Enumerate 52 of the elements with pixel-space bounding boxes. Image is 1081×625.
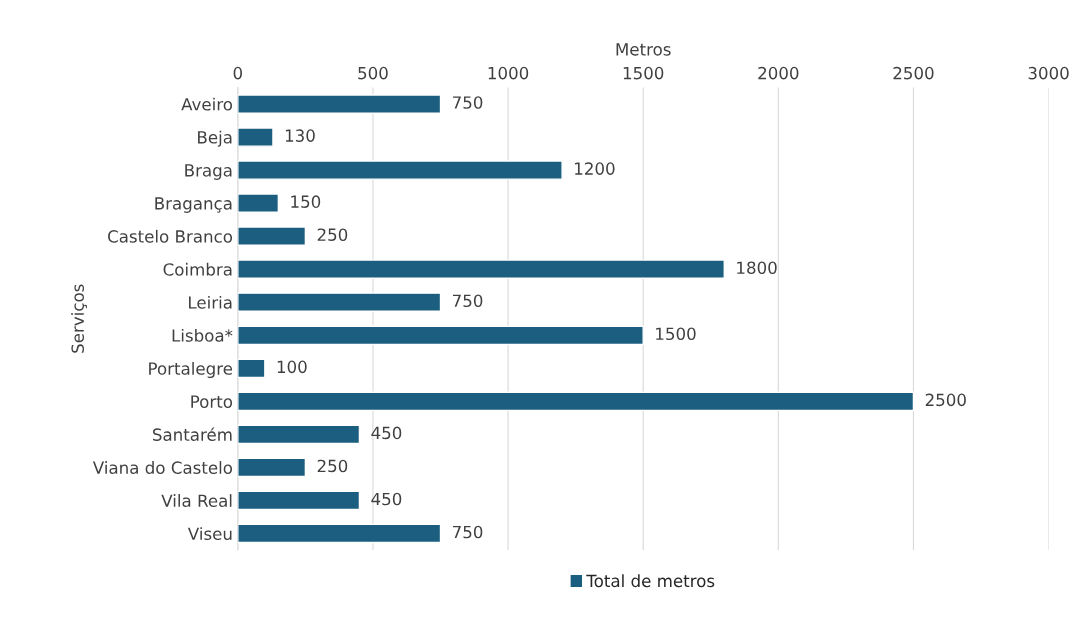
y-tick-label: Portalegre [149,361,233,379]
x-tick-label: 2500 [893,66,934,80]
bar [237,424,361,445]
x-tick-label: 1500 [623,66,664,80]
x-axis-title: Metros [616,43,671,56]
y-tick-label: Vila Real [161,494,232,508]
data-label: 250 [317,459,348,473]
bar [237,358,266,379]
bar [237,391,915,412]
y-tick-label: Lisboa* [172,328,233,342]
data-label: 450 [371,492,402,506]
bar [237,127,274,147]
y-tick-label: Santarém [152,427,232,441]
data-label: 100 [277,360,307,374]
y-tick-label: Porto [191,395,233,408]
bar [237,160,563,180]
bar [237,292,442,313]
y-tick-label: Beja [198,130,232,147]
x-tick-label: 2000 [758,66,799,80]
y-tick-label: Viana do Castelo [92,461,233,474]
bar [237,193,280,213]
data-label: 1200 [575,162,615,175]
data-label: 150 [291,195,321,208]
data-label: 130 [285,129,315,142]
y-axis-title: Serviços [71,284,87,353]
bar [237,226,307,246]
y-tick-label: Aveiro [181,97,233,111]
y-tick-label: Bragança [155,197,232,213]
data-label: 750 [452,294,483,308]
data-label: 1800 [737,261,777,275]
y-tick-label: Castelo Branco [108,229,233,243]
data-label: 2500 [925,393,966,407]
x-tick-label: 1000 [488,66,529,80]
x-tick-label: 500 [358,66,388,80]
bar [237,94,442,114]
bar [237,457,307,478]
x-tick-label: 3000 [1028,66,1069,80]
x-tick-label: 0 [233,66,243,80]
bar [237,523,442,544]
y-tick-label: Viseu [187,527,232,541]
y-tick-label: Braga [185,164,232,180]
y-tick-label: Leiria [189,295,232,309]
data-label: 750 [452,96,483,109]
data-label: 750 [452,525,483,539]
bar [237,325,644,346]
bar [237,259,725,279]
bar [237,490,361,511]
data-label: 450 [371,426,402,440]
data-label: 1500 [656,327,696,341]
y-tick-label: Coimbra [163,262,232,276]
data-label: 250 [317,228,348,241]
legend-label: Total de metros [586,574,715,588]
